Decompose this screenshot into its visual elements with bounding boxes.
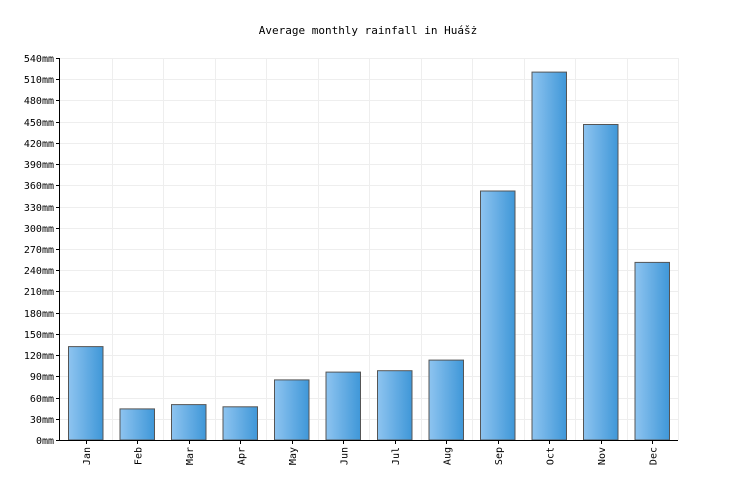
- y-tick-label: 180mm: [24, 309, 54, 320]
- bar-oct: [531, 71, 567, 441]
- x-tick-label: Mar: [185, 447, 196, 465]
- x-tick-label: Nov: [597, 447, 608, 465]
- y-tick-label: 300mm: [24, 224, 54, 235]
- bar-jun: [325, 371, 361, 441]
- y-tick-label: 90mm: [30, 372, 54, 383]
- y-tick-label: 270mm: [24, 245, 54, 256]
- x-tick-label: Jun: [339, 447, 350, 465]
- grid-lines: [60, 58, 679, 441]
- y-tick-label: 0mm: [36, 436, 54, 447]
- x-tick-label: Oct: [545, 447, 556, 465]
- y-tick-label: 120mm: [24, 351, 54, 362]
- y-tick-label: 480mm: [24, 96, 54, 107]
- bar-mar: [171, 404, 207, 441]
- y-tick-label: 540mm: [24, 54, 54, 65]
- chart-title: Average monthly rainfall in Huášż: [259, 24, 478, 37]
- bar-sep: [480, 190, 516, 441]
- y-tick-label: 390mm: [24, 160, 54, 171]
- x-axis-ticks: Jan Feb Mar Apr May Jun Jul Aug Sep Oct Nov Dec: [82, 440, 659, 465]
- y-tick-label: 210mm: [24, 287, 54, 298]
- bar-nov: [583, 124, 619, 441]
- x-tick-label: May: [288, 447, 299, 465]
- y-tick-label: 420mm: [24, 139, 54, 150]
- y-axis-ticks: 0mm 30mm 60mm 90mm 120mm 150mm 180mm 210mm 240mm…: [24, 54, 60, 447]
- bar-jan: [68, 346, 104, 441]
- y-tick-label: 510mm: [24, 75, 54, 86]
- x-tick-label: Jan: [82, 447, 93, 465]
- x-tick-label: Sep: [494, 447, 505, 465]
- bar-aug: [428, 359, 464, 441]
- y-tick-label: 60mm: [30, 394, 54, 405]
- bars: [68, 71, 670, 441]
- y-tick-label: 30mm: [30, 415, 54, 426]
- bar-jul: [377, 370, 413, 441]
- bar-apr: [222, 406, 258, 441]
- x-tick-label: Dec: [648, 447, 659, 465]
- bar-dec: [634, 261, 670, 441]
- bar-feb: [119, 408, 155, 441]
- bar-may: [274, 379, 310, 441]
- y-tick-label: 360mm: [24, 181, 54, 192]
- y-tick-label: 150mm: [24, 330, 54, 341]
- x-tick-label: Apr: [236, 447, 247, 465]
- x-tick-label: Jul: [391, 447, 402, 465]
- x-tick-label: Feb: [133, 447, 144, 465]
- y-tick-label: 240mm: [24, 266, 54, 277]
- y-tick-label: 450mm: [24, 118, 54, 129]
- x-tick-label: Aug: [442, 447, 453, 465]
- y-tick-label: 330mm: [24, 203, 54, 214]
